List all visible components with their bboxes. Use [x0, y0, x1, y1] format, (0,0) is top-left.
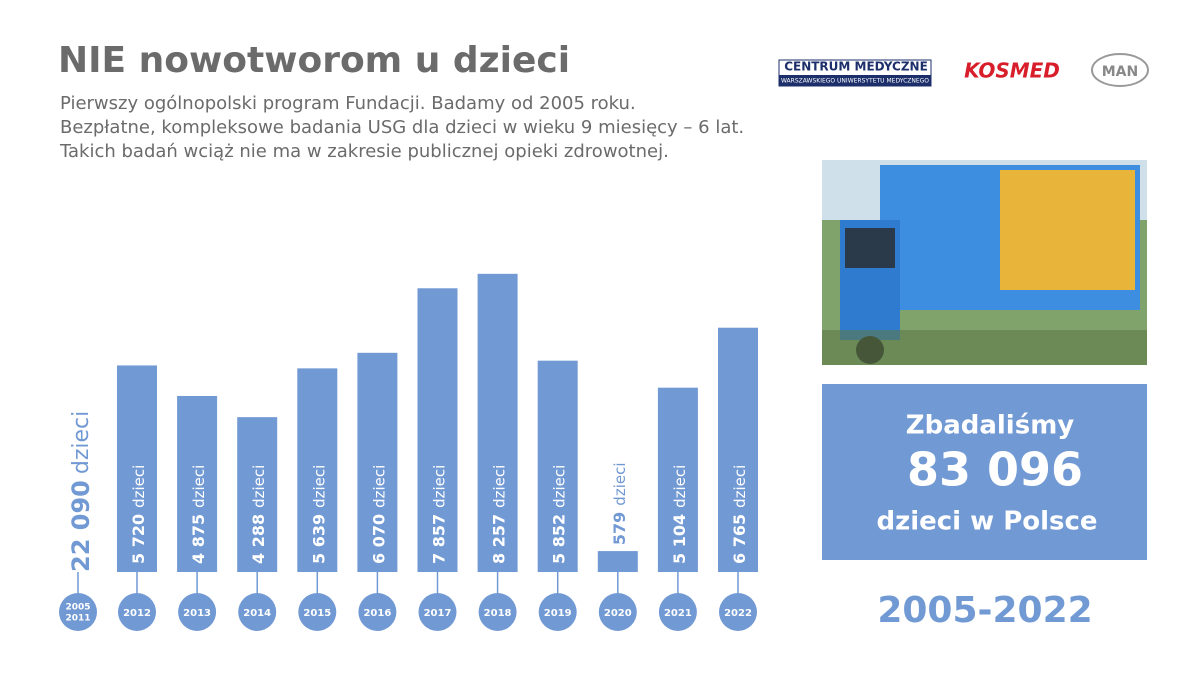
x-tick-label: 2015: [303, 608, 331, 619]
year-circle: [598, 593, 637, 631]
bar: [297, 368, 338, 572]
value-unit: dzieci: [490, 465, 508, 508]
year-circle: [298, 593, 337, 631]
bar: [657, 387, 698, 572]
value-unit: dzieci: [430, 465, 448, 508]
value-label: 5 639 dzieci: [309, 465, 328, 564]
value-unit: dzieci: [370, 465, 388, 508]
value-unit: dzieci: [130, 465, 148, 508]
value-number: 5 104: [669, 514, 688, 564]
value-unit: dzieci: [250, 465, 268, 508]
period-label: 2011: [65, 614, 90, 624]
year-circle: [658, 593, 697, 631]
value-unit: dzieci: [310, 465, 328, 508]
value-label: 6 070 dzieci: [369, 465, 388, 564]
value-label: 4 875 dzieci: [189, 465, 208, 564]
period-label: 2005: [65, 603, 90, 613]
title: NIE nowotworom u dzieci: [58, 40, 570, 81]
bar: [597, 551, 638, 572]
value-number: 5 852: [549, 514, 568, 564]
x-tick-label: 2020: [604, 608, 632, 619]
year-circle: [418, 593, 457, 631]
subtitle-line: Takich badań wciąż nie ma w zakresie pub…: [59, 141, 669, 162]
x-tick-label: 2017: [424, 608, 452, 619]
bar: [718, 327, 758, 572]
period-value: 22 090 dzieci: [67, 411, 95, 572]
value-number: 4 288: [249, 514, 268, 564]
year-circle: [238, 593, 277, 631]
subtitle-line: Bezpłatne, kompleksowe badania USG dla d…: [60, 117, 744, 138]
value-number: 5 720: [129, 514, 148, 564]
bar: [477, 273, 518, 572]
bar: [177, 395, 218, 572]
bar: [117, 365, 157, 572]
logo-kosmed: KOSMED: [964, 59, 1060, 83]
value-number: 6 765: [730, 514, 749, 564]
value-label: 6 765 dzieci: [730, 465, 749, 564]
bar: [237, 417, 278, 572]
x-tick-label: 2013: [183, 608, 211, 619]
x-tick-label: 2022: [724, 608, 752, 619]
value-unit: dzieci: [190, 465, 208, 508]
value-unit: dzieci: [69, 411, 94, 474]
x-tick-label: 2012: [123, 608, 151, 619]
value-label: 7 857 dzieci: [429, 465, 448, 564]
logo-man: MAN: [1091, 53, 1149, 87]
value-unit: dzieci: [610, 462, 628, 505]
subtitle-line: Pierwszy ogólnopolski program Fundacji. …: [60, 93, 636, 114]
year-circle: [178, 593, 217, 631]
value-label: 8 257 dzieci: [489, 465, 508, 564]
value-number: 8 257: [489, 514, 508, 564]
bar: [417, 288, 458, 572]
logo-text: MAN: [1102, 64, 1138, 80]
summary-total: 83 096: [907, 443, 1083, 497]
summary-text: dzieci w Polsce: [876, 507, 1097, 537]
value-number: 4 875: [189, 514, 208, 564]
summary-text: Zbadaliśmy: [906, 411, 1075, 441]
value-label: 579 dzieci: [609, 462, 628, 545]
year-circle: [538, 593, 577, 631]
photo: [822, 160, 1147, 365]
logo-text: WARSZAWSKIEGO UNIWERSYTETU MEDYCZNEGO: [781, 78, 929, 85]
value-label: 5 104 dzieci: [669, 465, 688, 564]
summary-box: [822, 384, 1147, 560]
year-circle: [719, 593, 757, 631]
value-label: 5 720 dzieci: [129, 465, 148, 564]
year-circle: [118, 593, 156, 631]
value-unit: dzieci: [670, 465, 688, 508]
value-unit: dzieci: [731, 465, 749, 508]
x-tick-label: 2016: [363, 608, 391, 619]
value-label: 5 852 dzieci: [549, 465, 568, 564]
bar: [537, 360, 578, 572]
value-number: 5 639: [309, 514, 328, 564]
value-unit: dzieci: [550, 465, 568, 508]
logo-cm: CENTRUM MEDYCZNE WARSZAWSKIEGO UNIWERSYT…: [778, 59, 932, 87]
bar: [357, 352, 398, 572]
value-label: 4 288 dzieci: [249, 465, 268, 564]
first-period: 2005 2011 22 090 dzieci: [59, 411, 97, 631]
x-tick-label: 2018: [484, 608, 512, 619]
value-number: 579: [609, 512, 628, 545]
x-tick-label: 2014: [243, 608, 271, 619]
x-tick-label: 2019: [544, 608, 572, 619]
value-number: 22 090: [67, 480, 95, 572]
value-number: 7 857: [429, 514, 448, 564]
logo-text: CENTRUM MEDYCZNE: [784, 60, 928, 74]
year-circle: [478, 593, 517, 631]
x-tick-label: 2021: [664, 608, 692, 619]
value-number: 6 070: [369, 514, 388, 564]
year-circle: [358, 593, 397, 631]
summary-period: 2005-2022: [877, 590, 1092, 631]
